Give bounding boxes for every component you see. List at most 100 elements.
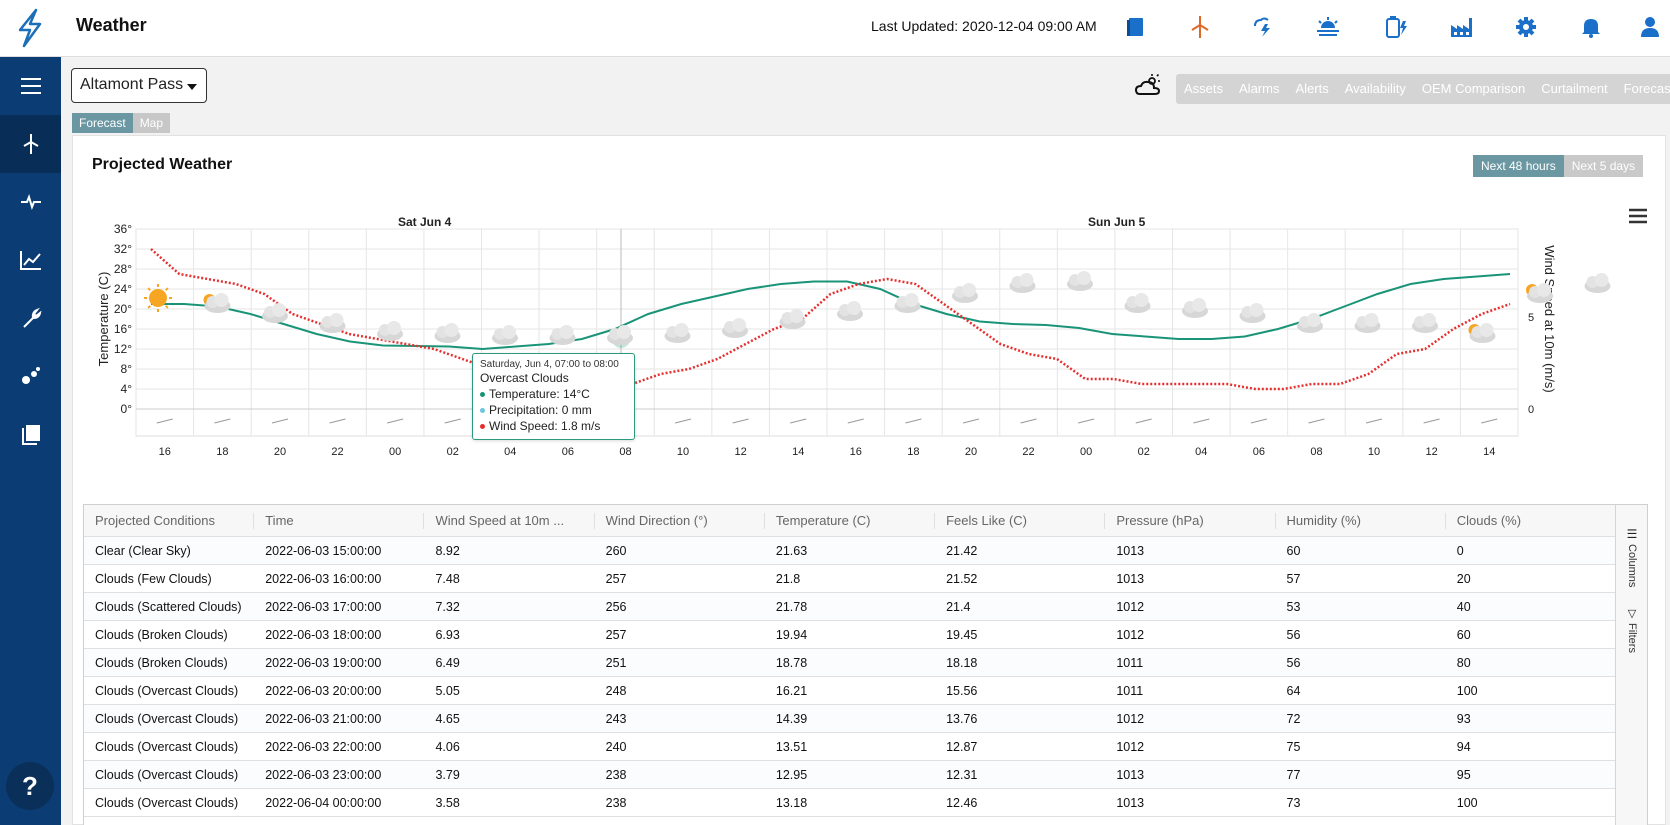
tab-alarms[interactable]: Alarms (1239, 81, 1280, 96)
table-cell: 1013 (1116, 543, 1145, 558)
column-header[interactable]: Feels Like (C) (935, 512, 1106, 529)
tab-forecast[interactable]: Forecast (1623, 81, 1670, 96)
x-tick-label: 10 (1368, 446, 1380, 458)
sidebar-item-pulse[interactable] (0, 173, 61, 231)
storm-icon[interactable] (1249, 12, 1279, 42)
sidebar-item-turbine[interactable] (0, 115, 61, 173)
column-header[interactable]: Projected Conditions (84, 512, 255, 529)
gear-icon[interactable] (1511, 12, 1541, 42)
sidebar-item-maintenance[interactable] (0, 289, 61, 347)
column-header[interactable]: Pressure (hPa) (1105, 512, 1276, 529)
grid-side-panel: ☰ Columns ▽ Filters (1615, 505, 1647, 825)
tab-oem-comparison[interactable]: OEM Comparison (1421, 81, 1526, 96)
table-row[interactable]: Clouds (Broken Clouds) 2022-06-03 19:00:0… (84, 649, 1616, 677)
sunrise-icon[interactable] (1313, 12, 1343, 42)
table-cell: 3.58 (435, 795, 460, 810)
table-cell: Clouds (Few Clouds) (95, 571, 212, 586)
site-select[interactable]: Altamont Pass (71, 68, 207, 103)
tab-availability[interactable]: Availability (1344, 81, 1406, 96)
table-cell: 257 (605, 627, 627, 642)
table-cell: 1011 (1116, 655, 1144, 670)
column-header[interactable]: Wind Direction (°) (595, 512, 765, 529)
menu-icon[interactable] (0, 57, 61, 115)
table-cell: 240 (605, 739, 627, 754)
wind-arrow (1193, 418, 1210, 424)
table-cell: 7.48 (435, 571, 460, 586)
table-cell: 1012 (1116, 711, 1145, 726)
table-row[interactable]: Clouds (Scattered Clouds) 2022-06-03 17:0… (84, 593, 1616, 621)
table-cell: 4.65 (435, 711, 460, 726)
table-cell: 56 (1286, 655, 1301, 670)
table-row[interactable]: Clouds (Overcast Clouds) 2022-06-03 23:00… (84, 761, 1616, 789)
column-header[interactable]: Clouds (%) (1456, 512, 1522, 528)
cloud-icon (674, 323, 689, 337)
table-row[interactable]: Clouds (Overcast Clouds) 2022-06-03 21:00… (84, 705, 1616, 733)
cloud-icon (1537, 283, 1551, 297)
weather-cloud-sun-icon[interactable] (1134, 74, 1162, 100)
cloud-icon (1364, 313, 1379, 327)
user-icon[interactable] (1635, 12, 1665, 42)
columns-icon: ☰ (1626, 527, 1638, 541)
table-cell: 0 (1456, 543, 1464, 558)
table-row[interactable]: Clouds (Few Clouds) 2022-06-03 16:00:00 7.… (84, 565, 1616, 593)
x-tick-label: 04 (504, 446, 516, 458)
table-cell: 1012 (1116, 627, 1145, 642)
table-cell: 20 (1456, 571, 1471, 586)
sidebar-item-trends[interactable] (0, 231, 61, 289)
sidebar-item-scatter[interactable] (0, 347, 61, 405)
book-icon[interactable] (1121, 12, 1151, 42)
table-cell: 95 (1456, 767, 1471, 782)
chart-menu-icon[interactable] (1628, 208, 1648, 224)
wind-arrow (271, 418, 289, 424)
wrench-icon (22, 307, 41, 328)
wind-arrow (790, 418, 807, 424)
tab-map-view[interactable]: Map (132, 113, 171, 133)
x-tick-label: 16 (159, 446, 171, 458)
column-header[interactable]: Wind Speed at 10m ... (424, 512, 595, 529)
filters-tool[interactable]: ▽ Filters (1616, 607, 1647, 673)
help-button[interactable]: ? (6, 762, 54, 810)
table-cell: 13.76 (946, 711, 978, 726)
wind-arrow (156, 418, 173, 424)
tab-forecast-view[interactable]: Forecast (72, 113, 133, 133)
next-48-hours-button[interactable]: Next 48 hours (1473, 155, 1564, 177)
table-row[interactable]: Clear (Clear Sky) 2022-06-03 15:00:00 8.92… (84, 537, 1616, 565)
column-header[interactable]: Humidity (%) (1276, 512, 1446, 529)
cloud-icon (847, 301, 861, 315)
table-cell: Clouds (Overcast Clouds) (95, 683, 239, 698)
y-tick-label: 16° (114, 322, 132, 336)
app-logo-icon[interactable] (8, 6, 52, 50)
battery-icon[interactable] (1381, 12, 1411, 42)
y-tick-label: 36° (114, 222, 132, 236)
day-label: Sat Jun 4 (398, 215, 452, 229)
tooltip-precipitation: Precipitation: 0 mm (489, 403, 592, 417)
sidebar-item-reports[interactable] (0, 405, 61, 463)
table-cell: 260 (605, 543, 627, 558)
sidebar: ? (0, 57, 61, 825)
wind-arrow (214, 418, 231, 424)
table-row[interactable]: Clouds (Overcast Clouds) 2022-06-03 20:00… (84, 677, 1616, 705)
table-cell: 243 (605, 711, 627, 726)
y-tick-label: 0° (121, 402, 133, 416)
cloud-icon (789, 309, 804, 323)
tab-curtailment[interactable]: Curtailment (1541, 81, 1608, 96)
table-row[interactable]: Clouds (Broken Clouds) 2022-06-03 18:00:0… (84, 621, 1616, 649)
column-header[interactable]: Time (254, 512, 425, 529)
tab-assets[interactable]: Assets (1184, 81, 1224, 96)
cloud-icon (559, 325, 574, 339)
columns-tool[interactable]: ☰ Columns (1616, 527, 1647, 593)
x-tick-label: 16 (850, 446, 862, 458)
table-row[interactable]: Clouds (Overcast Clouds) 2022-06-03 22:00… (84, 733, 1616, 761)
bell-icon[interactable] (1576, 12, 1606, 42)
table-row[interactable]: Clouds (Overcast Clouds) 2022-06-04 00:00… (84, 789, 1616, 817)
table-cell: 21.42 (946, 543, 978, 558)
table-cell: 100 (1456, 795, 1478, 810)
table-cell: 2022-06-03 21:00:00 (265, 711, 382, 726)
x-tick-label: 14 (1483, 446, 1495, 458)
next-5-days-button[interactable]: Next 5 days (1563, 155, 1644, 177)
column-header[interactable]: Temperature (C) (765, 512, 936, 529)
wind-turbine-icon[interactable] (1185, 12, 1215, 42)
factory-icon[interactable] (1446, 12, 1476, 42)
tab-alerts[interactable]: Alerts (1295, 81, 1329, 96)
table-cell: 3.79 (435, 767, 460, 782)
